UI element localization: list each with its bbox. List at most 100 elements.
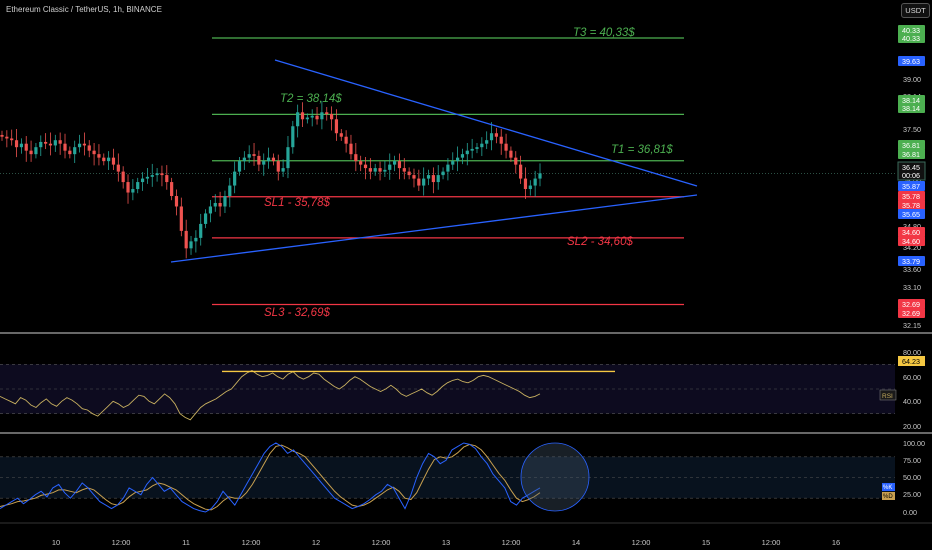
candle-body <box>68 150 72 155</box>
y-axis-tick: 34.80 <box>903 222 921 231</box>
candle-body <box>189 241 193 249</box>
x-axis-tick: 14 <box>572 538 580 547</box>
candle-body <box>465 150 469 155</box>
candle-body <box>514 157 518 165</box>
candle-body <box>199 223 203 238</box>
candle-body <box>92 150 96 155</box>
candle-body <box>436 175 440 183</box>
candle-body <box>509 150 513 158</box>
stoch-k-line <box>0 442 541 513</box>
candle-body <box>0 134 4 137</box>
price-tag: 35.78 <box>902 201 920 210</box>
candle-body <box>276 161 280 172</box>
rsi-axis-tick: 80.00 <box>903 348 921 357</box>
candle-body <box>499 136 503 144</box>
level-label-sl1: SL1 - 35,78$ <box>264 197 330 209</box>
candle-body <box>242 157 246 162</box>
candle-body <box>208 206 213 214</box>
candle-body <box>111 157 116 165</box>
candle-body <box>24 143 28 151</box>
candle-body <box>194 237 198 242</box>
price-tag: 35.65 <box>902 210 920 219</box>
price-tag: 32.69 <box>902 309 920 318</box>
candle-body <box>165 175 169 183</box>
candle-body <box>344 136 348 144</box>
candle-body <box>315 115 319 120</box>
level-label-t3: T3 = 40,33$ <box>573 27 635 39</box>
candle-body <box>160 173 164 176</box>
x-axis-tick: 12:00 <box>632 538 651 547</box>
candle-body <box>155 173 159 176</box>
currency-button[interactable]: USDT <box>901 3 930 18</box>
price-tag: 35.78 <box>902 192 920 201</box>
stoch-axis-tick: 100.00 <box>903 439 925 448</box>
candle-body <box>14 140 19 148</box>
price-tag-bg <box>898 200 925 210</box>
stoch-k-legend-box <box>882 483 895 491</box>
candle-body <box>131 189 135 193</box>
price-tag-bg <box>898 299 925 309</box>
candle-body <box>218 202 222 207</box>
candle-body <box>368 168 372 172</box>
candle-body <box>480 143 484 148</box>
candle-body <box>107 157 111 162</box>
candle-body <box>456 157 460 162</box>
price-tag-bg <box>898 236 925 246</box>
price-tag: 35.87 <box>902 182 920 191</box>
candle-body <box>271 157 276 162</box>
price-tag: 39.63 <box>902 57 920 66</box>
candle-body <box>126 182 130 193</box>
candle-body <box>426 175 431 179</box>
candle-body <box>422 178 426 186</box>
price-tag: 36.81 <box>902 141 920 150</box>
candle-body <box>363 164 368 169</box>
candle-body <box>310 115 314 118</box>
price-tag: 38.14 <box>902 104 920 113</box>
candle-body <box>140 178 145 183</box>
price-tag-bg <box>898 56 925 66</box>
candle-body <box>334 119 339 134</box>
candle-body <box>470 148 474 151</box>
price-tag-bg <box>898 181 925 191</box>
rsi-value: 64.23 <box>902 357 920 366</box>
candle-body <box>519 164 523 179</box>
candle-body <box>213 202 217 207</box>
candle-body <box>184 230 188 249</box>
candle-body <box>441 171 445 176</box>
price-tag: 33.79 <box>902 257 920 266</box>
price-tag: 32.69 <box>902 300 920 309</box>
candle-body <box>203 213 208 224</box>
y-axis-tick: 33.60 <box>903 265 921 274</box>
candle-body <box>538 173 542 179</box>
level-label-t1: T1 = 36,81$ <box>611 144 673 156</box>
candle-body <box>82 143 86 146</box>
candle-body <box>349 143 353 155</box>
candle-body <box>378 168 382 172</box>
candle-body <box>329 114 334 120</box>
candle-body <box>402 168 406 172</box>
candle-body <box>359 161 363 165</box>
stoch-axis-tick: 25.00 <box>903 490 921 499</box>
candle-body <box>281 168 285 172</box>
candle-body <box>179 206 183 231</box>
candle-body <box>320 112 324 120</box>
candle-body <box>262 161 266 165</box>
candle-body <box>73 147 77 155</box>
candle-body <box>233 171 237 186</box>
last-price: 36.45 <box>902 163 920 172</box>
x-axis-tick: 12:00 <box>372 538 391 547</box>
last-price-tag <box>897 161 926 181</box>
x-axis-tick: 11 <box>182 538 190 547</box>
candle-body <box>10 138 14 141</box>
stoch-axis-tick: 0.00 <box>903 508 917 517</box>
candle-body <box>533 178 537 186</box>
rsi-legend: RSI <box>882 393 893 400</box>
x-axis-tick: 12 <box>312 538 320 547</box>
price-tag: 40.33 <box>902 26 920 35</box>
price-tag-bg <box>898 149 925 159</box>
stoch-axis-tick: 50.00 <box>903 473 921 482</box>
x-axis-tick: 15 <box>702 538 710 547</box>
candle-body <box>58 140 62 144</box>
candle-body <box>48 143 53 146</box>
